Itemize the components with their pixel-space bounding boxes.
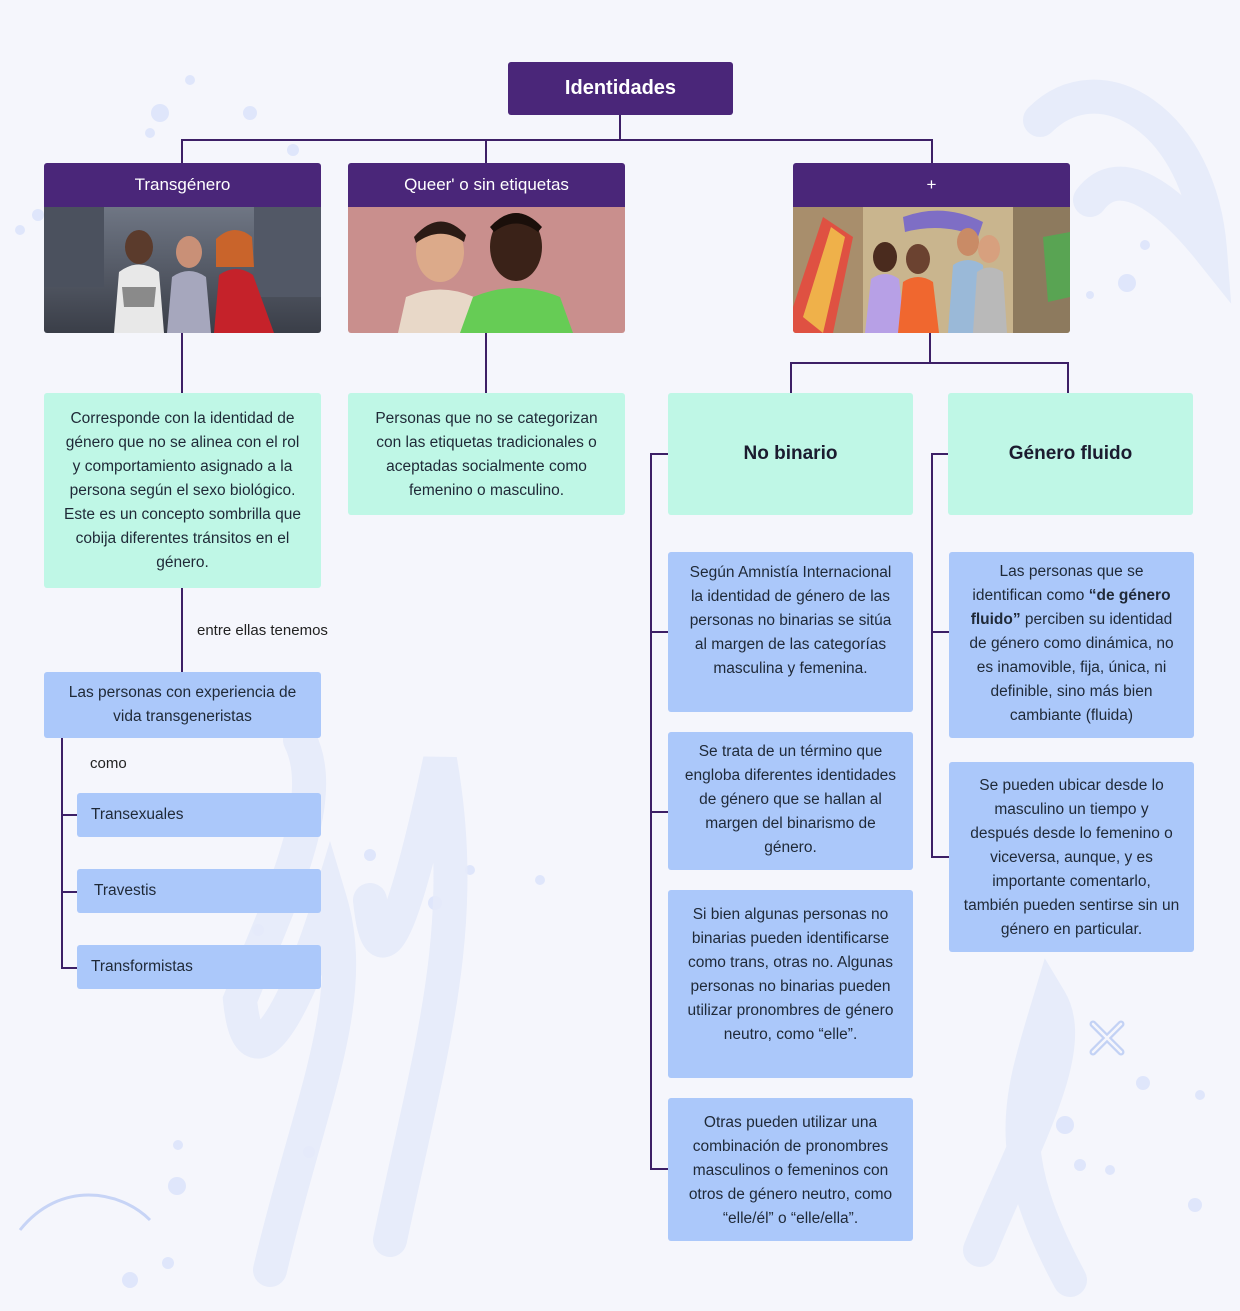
type-travestis-text: Travestis: [94, 882, 157, 899]
root-label: Identidades: [564, 77, 677, 99]
type-transexuales: Transexuales: [77, 793, 321, 837]
type-transexuales-text: Transexuales: [91, 806, 184, 823]
no-binario-note-4-text: Otras pueden utilizar una combinación de…: [688, 1114, 893, 1227]
no-binario-note-1: Según Amnistía Internacional la identida…: [668, 552, 913, 712]
no-binario-note-2: Se trata de un término que engloba difer…: [668, 732, 913, 870]
genero-fluido-note-1: Las personas que se identifican como “de…: [949, 552, 1194, 738]
card-title-queer: Queer' o sin etiquetas: [348, 163, 625, 207]
root-node: Identidades: [508, 62, 733, 115]
link-label-como: como: [90, 755, 127, 772]
link-label-entre-ellas: entre ellas tenemos: [197, 622, 328, 639]
card-title-transgenero: Transgénero: [44, 163, 321, 207]
no-binario-note-2-text: Se trata de un término que engloba difer…: [684, 743, 897, 856]
card-plus: +: [793, 163, 1070, 333]
genero-fluido-title: Género fluido: [1008, 443, 1133, 464]
card-transgenero: Transgénero: [44, 163, 321, 333]
genero-fluido-note-1-before: Las personas que se identifican como: [972, 563, 1144, 604]
genero-fluido-box: Género fluido: [948, 393, 1193, 515]
transgenero-definition-text: Corresponde con la identidad de género q…: [64, 410, 301, 571]
genero-fluido-note-1-after: perciben su identidad de género como din…: [969, 611, 1174, 724]
no-binario-note-3: Si bien algunas personas no binarias pue…: [668, 890, 913, 1078]
no-binario-note-4: Otras pueden utilizar una combinación de…: [668, 1098, 913, 1241]
type-travestis: Travestis: [77, 869, 321, 913]
transgenerista-group-text: Las personas con experiencia de vida tra…: [68, 684, 297, 725]
genero-fluido-note-1-bold: “de género fluido”: [970, 587, 1171, 628]
queer-definition-text: Personas que no se categorizan con las e…: [375, 410, 598, 499]
transgenero-definition-box: Corresponde con la identidad de género q…: [44, 393, 321, 588]
photo-transgenero: [44, 207, 321, 333]
queer-definition-box: Personas que no se categorizan con las e…: [348, 393, 625, 515]
close-x-icon: [1089, 1020, 1125, 1056]
no-binario-title: No binario: [743, 443, 838, 464]
no-binario-note-3-text: Si bien algunas personas no binarias pue…: [687, 906, 894, 1043]
photo-plus: [793, 207, 1070, 333]
genero-fluido-note-2-text: Se pueden ubicar desde lo masculino un t…: [963, 777, 1180, 938]
no-binario-note-1-text: Según Amnistía Internacional la identida…: [689, 564, 892, 677]
card-title-plus: +: [793, 163, 1070, 207]
type-transformistas: Transformistas: [77, 945, 321, 989]
transgenerista-group-box: Las personas con experiencia de vida tra…: [44, 672, 321, 738]
genero-fluido-note-2: Se pueden ubicar desde lo masculino un t…: [949, 762, 1194, 952]
type-transformistas-text: Transformistas: [91, 958, 193, 975]
no-binario-box: No binario: [668, 393, 913, 515]
card-queer: Queer' o sin etiquetas: [348, 163, 625, 333]
photo-queer: [348, 207, 625, 333]
